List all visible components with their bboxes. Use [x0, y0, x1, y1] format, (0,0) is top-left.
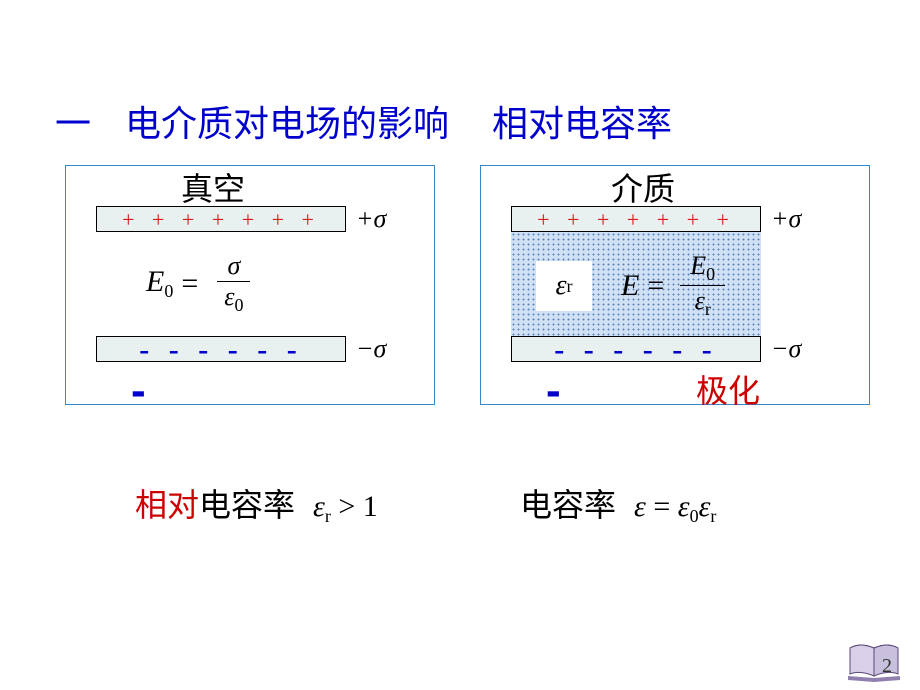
eq-equals-right: = — [647, 269, 664, 303]
section-heading: 一 电介质对电场的影响 相对电容率 — [55, 95, 672, 147]
heading-part2: 相对电容率 — [492, 104, 672, 144]
eq-lhs-right: E — [621, 269, 639, 303]
epsilon-r-box: εr — [536, 261, 592, 311]
rel-formula: εr > 1 — [313, 490, 378, 523]
permittivity-label: 电容率 ε = ε0εr — [520, 480, 716, 527]
book-icon — [846, 640, 902, 682]
top-plate-vacuum: + + + + + + + — [96, 206, 346, 232]
eq-lhs: E0 — [146, 265, 173, 302]
eq-fraction-right: E0 εr — [680, 251, 725, 320]
rel-label-red: 相对 — [135, 487, 199, 523]
heading-number: 一 — [55, 103, 91, 144]
eq-fraction: σ ε0 — [214, 251, 253, 316]
bottom-plate-vacuum: - - - - - - — [96, 336, 346, 362]
dielectric-title: 介质 — [611, 164, 675, 210]
sigma-minus-label: −σ — [356, 334, 386, 364]
extra-minus-left: - — [131, 366, 146, 416]
vacuum-title: 真空 — [181, 164, 245, 210]
sigma-plus-label: +σ — [356, 204, 386, 234]
bottom-plate-dielectric: - - - - - - — [511, 336, 761, 362]
sigma-plus-label-right: +σ — [771, 204, 801, 234]
dielectric-equation: E = E0 εr — [621, 251, 725, 320]
relative-permittivity-label: 相对电容率 εr > 1 — [135, 480, 378, 527]
extra-minus-right: - — [546, 366, 561, 416]
sigma-minus-label-right: −σ — [771, 334, 801, 364]
perm-label: 电容率 — [520, 487, 616, 523]
heading-part1: 电介质对电场的影响 — [125, 104, 449, 144]
vacuum-panel: 真空 + + + + + + + +σ E0 = σ ε0 - - - - - … — [65, 165, 435, 405]
rel-label-rest: 电容率 — [199, 487, 295, 523]
dielectric-panel: 介质 + + + + + + + +σ εr E = E0 εr - - - -… — [480, 165, 870, 405]
page-number: 2 — [882, 655, 892, 678]
perm-formula: ε = ε0εr — [634, 490, 716, 523]
vacuum-equation: E0 = σ ε0 — [146, 251, 254, 316]
eq-equals: = — [181, 267, 198, 301]
polarization-label: 极化 — [696, 366, 760, 412]
top-plate-dielectric: + + + + + + + — [511, 206, 761, 232]
